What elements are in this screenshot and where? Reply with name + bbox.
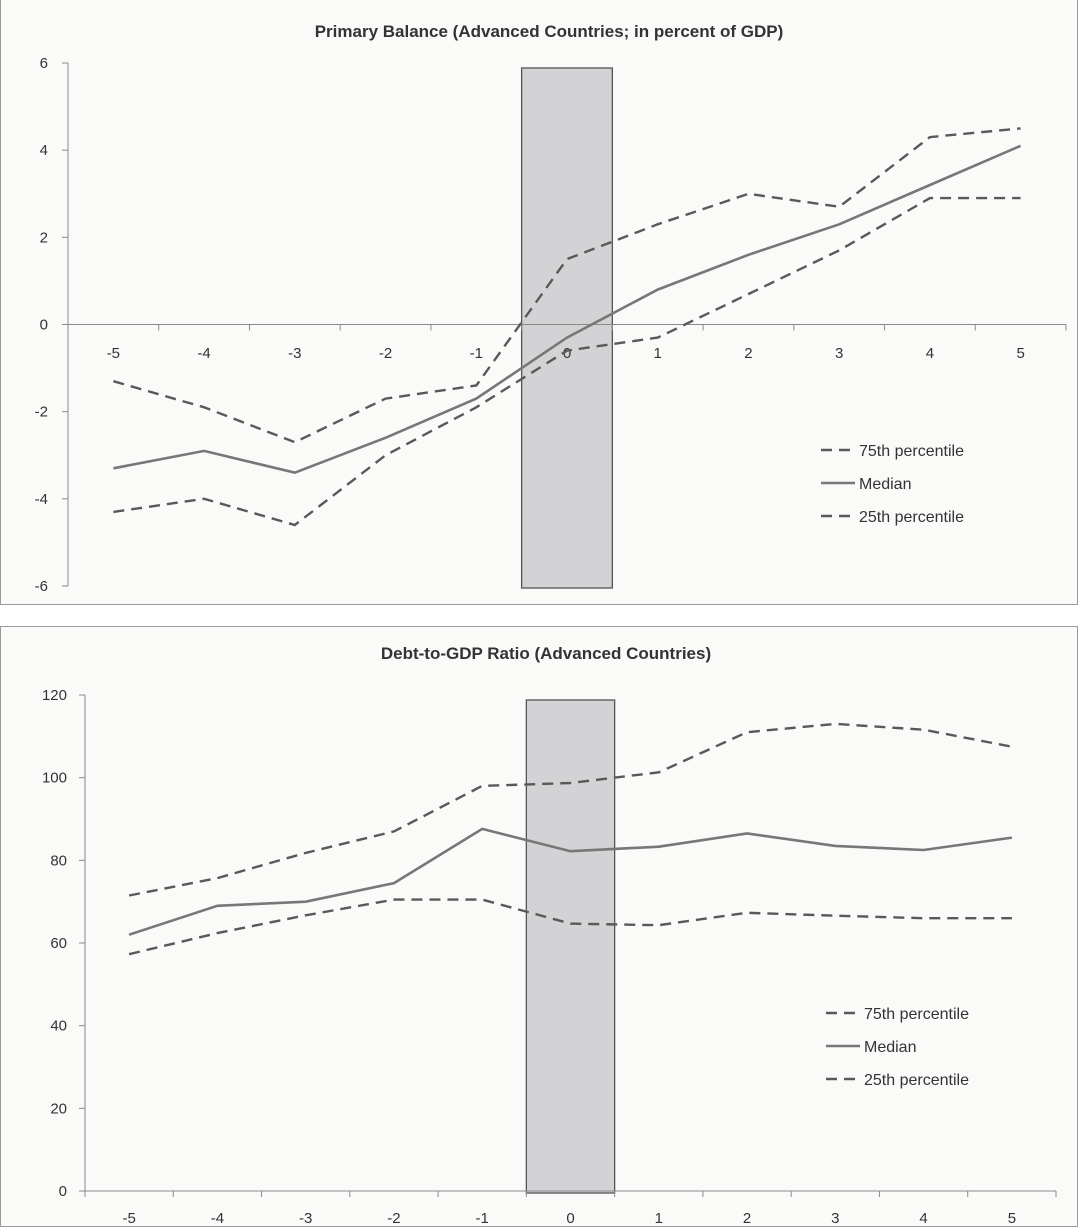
x-tick-label: 3 (831, 1210, 839, 1227)
x-tick-label: 1 (655, 1210, 663, 1227)
x-tick-label: -4 (211, 1210, 224, 1227)
y-tick-label: 2 (40, 229, 48, 246)
x-tick-label: 5 (1008, 1210, 1016, 1227)
legend-label-median: Median (864, 1039, 916, 1056)
x-tick-label: 0 (566, 1210, 574, 1227)
x-tick-label: 4 (926, 345, 934, 362)
legend-label-25th-percentile: 25th percentile (859, 509, 964, 526)
y-tick-label: 80 (50, 852, 67, 869)
x-tick-label: -1 (470, 345, 483, 362)
y-tick-label: 40 (50, 1018, 67, 1035)
y-tick-label: 100 (42, 770, 67, 787)
y-tick-label: 0 (59, 1183, 67, 1200)
x-tick-label: 2 (743, 1210, 751, 1227)
y-tick-label: 0 (40, 317, 48, 334)
legend-label-median: Median (859, 476, 911, 493)
x-tick-label: -3 (288, 345, 301, 362)
shaded-band (526, 700, 614, 1193)
x-tick-label: -5 (122, 1210, 135, 1227)
primary-balance-plot: Primary Balance (Advanced Countries; in … (1, 0, 1078, 605)
y-tick-label: 60 (50, 935, 67, 952)
y-tick-label: 20 (50, 1100, 67, 1117)
x-tick-label: 5 (1016, 345, 1024, 362)
y-tick-label: -2 (35, 404, 48, 421)
x-tick-label: 3 (835, 345, 843, 362)
debt-to-gdp-chart: Debt-to-GDP Ratio (Advanced Countries) 0 2… (0, 626, 1078, 1227)
primary-balance-chart: Primary Balance (Advanced Countries; in … (0, 0, 1078, 605)
shaded-band (522, 68, 613, 588)
y-tick-label: 6 (40, 55, 48, 72)
y-tick-label: 120 (42, 687, 67, 704)
x-tick-label: -2 (379, 345, 392, 362)
x-tick-label: 1 (654, 345, 662, 362)
debt-to-gdp-plot: Debt-to-GDP Ratio (Advanced Countries) 0 2… (1, 627, 1078, 1228)
x-tick-label: 4 (919, 1210, 927, 1227)
x-tick-label: -3 (299, 1210, 312, 1227)
legend-label-75th-percentile: 75th percentile (859, 443, 964, 460)
x-tick-label: -4 (197, 345, 210, 362)
chart-title: Debt-to-GDP Ratio (Advanced Countries) (381, 644, 711, 663)
legend-label-75th-percentile: 75th percentile (864, 1006, 969, 1023)
x-tick-label: 2 (744, 345, 752, 362)
y-tick-label: -6 (35, 578, 48, 595)
y-tick-label: 4 (40, 142, 48, 159)
y-tick-label: -4 (35, 491, 48, 508)
legend-label-25th-percentile: 25th percentile (864, 1072, 969, 1089)
x-tick-label: -5 (107, 345, 120, 362)
x-tick-label: -1 (476, 1210, 489, 1227)
x-tick-label: -2 (387, 1210, 400, 1227)
chart-title: Primary Balance (Advanced Countries; in … (315, 22, 784, 41)
